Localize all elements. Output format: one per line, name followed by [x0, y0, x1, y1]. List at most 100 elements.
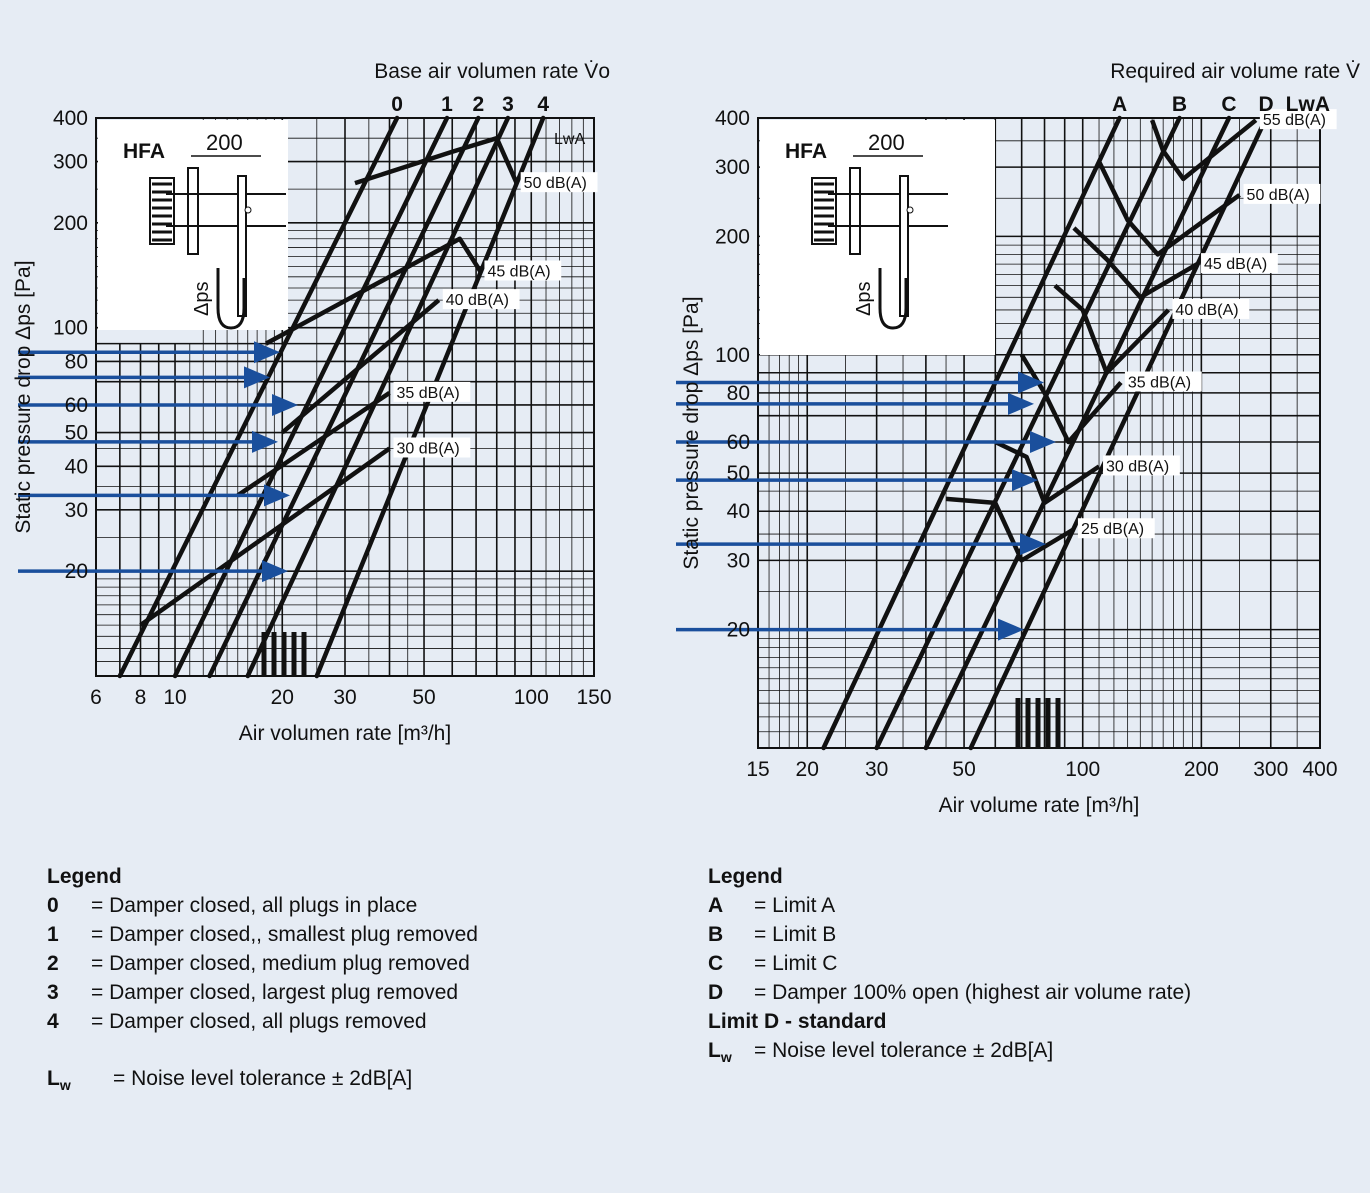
noise-label-bg [1077, 518, 1155, 539]
arrow-head [272, 393, 298, 416]
chart-title: Required air volume rate V̇ [1110, 60, 1360, 83]
noise-line [139, 446, 391, 627]
curve-id-label: 1 [441, 93, 453, 116]
y-tick-label: 60 [65, 394, 88, 417]
y-tick-label: 30 [65, 499, 88, 522]
gauge-label: Δps [191, 282, 213, 316]
probe-hole [244, 206, 252, 214]
y-tick-label: 30 [727, 549, 750, 572]
noise-line [264, 236, 483, 346]
x-tick-label: 100 [514, 686, 549, 709]
legend-item: A = Limit A [708, 894, 836, 917]
x-tick-label: 300 [1253, 758, 1288, 781]
x-tick-label: 50 [952, 758, 975, 781]
x-tick-label: 8 [135, 686, 147, 709]
noise-label-bg [1259, 109, 1337, 130]
y-tick-label: 400 [53, 107, 88, 130]
lwa-label: LwA [1286, 93, 1330, 116]
legend-note: Limit D - standard [708, 1010, 887, 1033]
y-tick-label: 200 [53, 212, 88, 235]
legend-item: D = Damper 100% open (highest air volume … [708, 981, 1192, 1004]
y-tick-label: 100 [53, 317, 88, 340]
curve-id-label: 2 [472, 93, 484, 116]
noise-label-bg [520, 172, 598, 193]
arrow-head [1012, 469, 1038, 492]
noise-label: 35 dB(A) [1128, 375, 1191, 392]
arrow-head [262, 560, 288, 583]
legend-item: 0 = Damper closed, all plugs in place [47, 894, 418, 917]
y-tick-label: 100 [715, 344, 750, 367]
noise-label-bg [1103, 455, 1180, 476]
arrow-head [1030, 430, 1056, 453]
inset-title: HFA [785, 140, 827, 163]
noise-line [354, 135, 519, 186]
noise-line [1150, 118, 1258, 182]
noise-label: 30 dB(A) [1106, 458, 1169, 475]
chart-title: Base air volumen rate V̇o [374, 60, 610, 83]
y-tick-label: 300 [715, 156, 750, 179]
series-line-D [968, 115, 1269, 751]
curve-id-label: 4 [537, 93, 549, 116]
inset-diagram: 200 HFA Δps [760, 120, 995, 355]
arrow-head [252, 430, 278, 453]
plug-housing [149, 177, 175, 245]
arrow-head [1020, 533, 1046, 556]
y-tick-label: 40 [65, 455, 88, 478]
legend-item: 1 = Damper closed,, smallest plug removed [47, 923, 478, 946]
duct-outline [828, 193, 948, 227]
legend-item: B = Limit B [708, 923, 837, 946]
series-line-1 [172, 115, 450, 679]
noise-label: 40 dB(A) [446, 292, 509, 309]
noise-label-bg [393, 381, 471, 402]
gauge-label: Δps [853, 282, 875, 316]
noise-line [1019, 353, 1123, 445]
series-line-0 [117, 115, 400, 679]
y-tick-label: 80 [727, 382, 750, 405]
inset-title: HFA [123, 140, 165, 163]
curve-id-label: A [1112, 93, 1127, 116]
probe-hole [906, 206, 914, 214]
y-tick-label: 50 [727, 462, 750, 485]
legend-left: Legend 0 = Damper closed, all plugs in pl… [47, 862, 478, 1100]
y-tick-label: 200 [715, 225, 750, 248]
lwa-label: LwA [554, 131, 585, 148]
damper-plate [187, 167, 199, 255]
noise-line [945, 496, 1076, 563]
y-tick-label: 400 [715, 107, 750, 130]
noise-line [236, 390, 391, 498]
arrow-head [244, 366, 270, 389]
x-axis-title: Air volumen rate [m³/h] [239, 722, 451, 745]
series-line-2 [207, 115, 481, 679]
x-tick-label: 150 [576, 686, 611, 709]
y-tick-label: 40 [727, 500, 750, 523]
legend-item: 4 = Damper closed, all plugs removed [47, 1010, 427, 1033]
x-tick-label: 10 [163, 686, 186, 709]
curve-id-label: 3 [502, 93, 514, 116]
damper-plate [849, 167, 861, 255]
x-tick-label: 6 [90, 686, 102, 709]
manometer-tube [878, 268, 908, 330]
x-tick-label: 20 [796, 758, 819, 781]
arrow-head [264, 484, 290, 507]
left-chart-panel: 200 HFA Δps 50 dB(A) 45 dB(A) 40 dB(A) 35 dB(A… [8, 8, 640, 788]
series-line-A [821, 115, 1122, 751]
legend-lw: Lw = Noise level tolerance ± 2dB[A] [47, 1067, 413, 1094]
tolerance-marks [261, 632, 307, 676]
noise-label: 30 dB(A) [397, 440, 460, 457]
legend-item: 2 = Damper closed, medium plug removed [47, 952, 470, 975]
x-tick-label: 15 [746, 758, 769, 781]
x-tick-label: 400 [1302, 758, 1337, 781]
y-tick-label: 20 [65, 560, 88, 583]
y-axis-title: Static pressure drop Δps [Pa] [680, 296, 703, 569]
noise-label-bg [393, 437, 471, 458]
x-tick-label: 100 [1065, 758, 1100, 781]
noise-label: 45 dB(A) [1204, 256, 1267, 273]
y-tick-label: 60 [727, 431, 750, 454]
noise-label: 35 dB(A) [397, 385, 460, 402]
y-tick-label: 80 [65, 350, 88, 373]
curve-id-label: 0 [391, 93, 403, 116]
noise-label-bg [1243, 183, 1321, 204]
x-tick-label: 30 [333, 686, 356, 709]
x-tick-label: 50 [412, 686, 435, 709]
